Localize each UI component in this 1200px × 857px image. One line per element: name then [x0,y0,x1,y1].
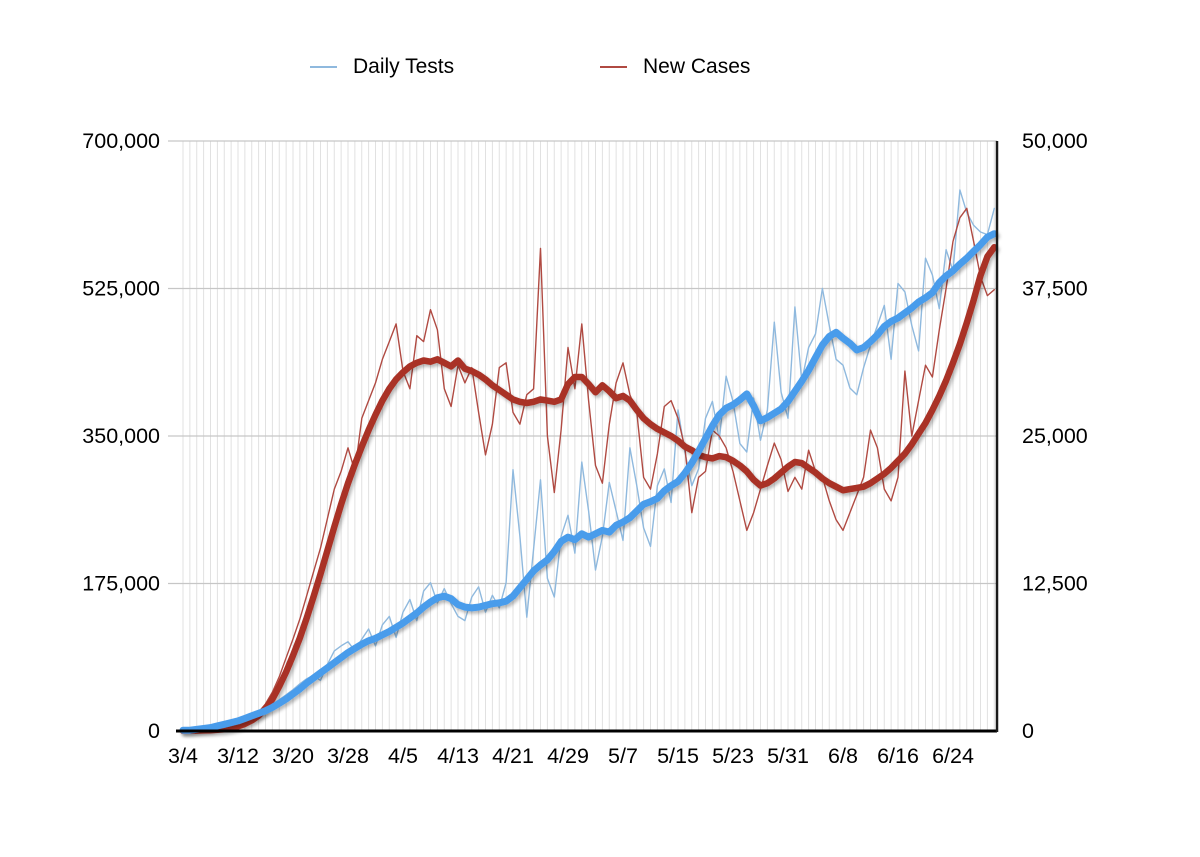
y-axis-labels-left: 0 175,000 350,000 525,000 700,000 [82,129,160,743]
x-axis-tick-label: 5/23 [712,744,754,768]
y-axis-tick-label-left: 0 [148,719,160,743]
x-axis-tick-label: 3/20 [272,744,314,768]
y-axis-tick-label-right: 25,000 [1022,424,1088,448]
legend-label-daily-tests: Daily Tests [353,55,455,78]
data-series-lines [179,189,998,735]
horizontal-gridlines [168,140,997,585]
x-axis-tick-label: 3/12 [217,744,259,768]
y-axis-tick-label-left: 525,000 [82,277,160,301]
x-axis-tick-label: 3/28 [327,744,369,768]
plot-frame [176,141,999,733]
x-axis-tick-label: 4/21 [492,744,534,768]
x-axis-tick-label: 4/29 [547,744,589,768]
y-axis-labels-right: 0 12,500 25,000 37,500 50,000 [1022,129,1088,743]
daily-tests-line-swatch [310,66,337,68]
y-axis-tick-label-right: 0 [1022,719,1034,743]
legend-item-daily-tests: Daily Tests [310,52,454,82]
y-axis-tick-label-right: 12,500 [1022,572,1088,596]
y-axis-tick-label-left: 350,000 [82,424,160,448]
x-axis-tick-label: 5/7 [608,744,638,768]
x-axis-tick-label: 6/8 [828,744,858,768]
y-axis-tick-label-right: 37,500 [1022,277,1088,301]
y-axis-tick-label-left: 700,000 [82,129,160,153]
x-axis-tick-label: 5/15 [657,744,699,768]
x-axis-tick-label: 6/16 [877,744,919,768]
y-axis-tick-label-left: 175,000 [82,572,160,596]
x-axis-tick-label: 6/24 [932,744,974,768]
series-line-tests-thick [179,230,998,734]
x-axis-labels: 3/4 3/12 3/20 3/28 4/5 4/13 4/21 4/29 5/7 5/15 5/2… [168,744,974,768]
legend-label-new-cases: New Cases [643,55,751,78]
x-axis-tick-label: 4/13 [437,744,479,768]
new-cases-line-swatch [600,66,627,68]
x-axis-tick-label: 4/5 [388,744,418,768]
x-axis-tick-label: 3/4 [168,744,198,768]
x-axis-tick-label: 5/31 [767,744,809,768]
y-axis-tick-label-right: 50,000 [1022,129,1088,153]
legend-item-new-cases: New Cases [600,52,750,82]
chart-legend: Daily Tests New Cases [0,52,1200,86]
series-line-cases-thick [179,243,998,735]
